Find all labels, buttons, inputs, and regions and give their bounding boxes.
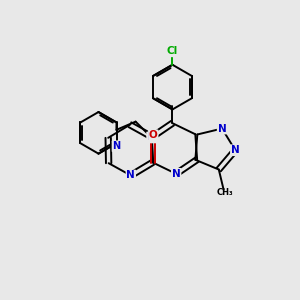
Text: N: N (112, 141, 121, 151)
Text: N: N (231, 145, 240, 155)
Text: O: O (149, 130, 158, 140)
Text: N: N (127, 170, 135, 181)
Text: Cl: Cl (167, 46, 178, 56)
Text: N: N (218, 124, 226, 134)
Text: N: N (147, 133, 156, 142)
Text: N: N (172, 169, 181, 179)
Text: CH₃: CH₃ (217, 188, 234, 197)
